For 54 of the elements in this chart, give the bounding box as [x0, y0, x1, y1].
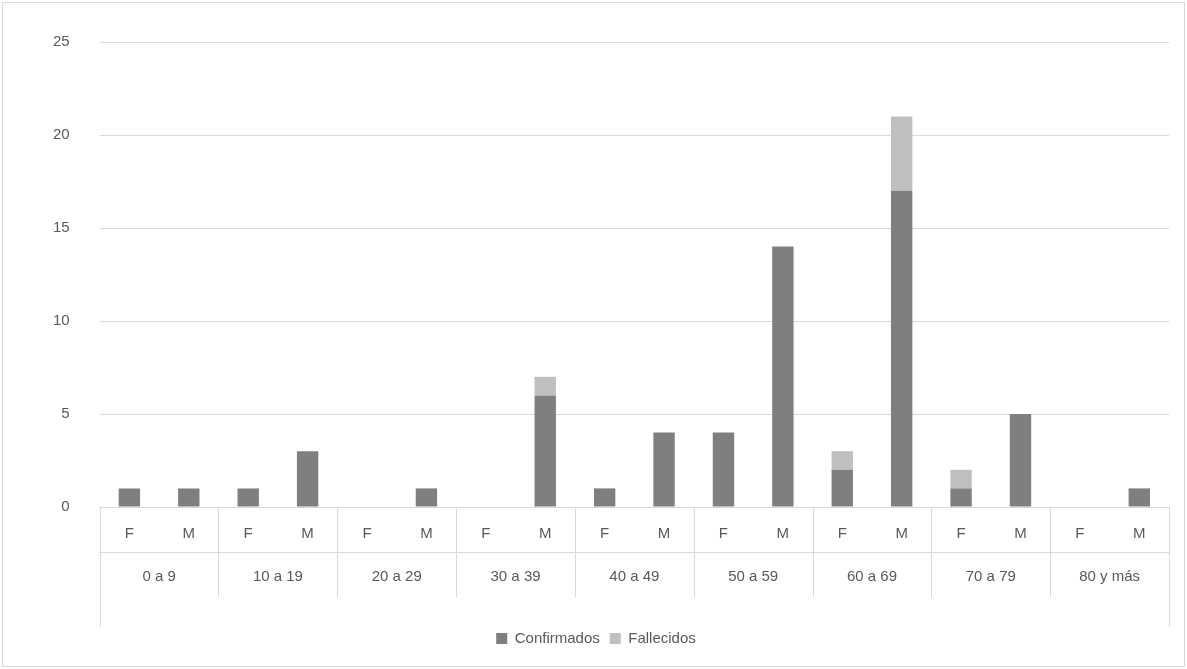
y-tick-label: 20 [53, 125, 70, 143]
text: 60 a 69 [846, 567, 897, 585]
legend-label: Confirmados [514, 628, 600, 646]
x-tick-label: F [718, 524, 729, 542]
y-tick-label: 15 [53, 218, 70, 236]
bar [415, 488, 438, 507]
x-tick-label: F [600, 524, 610, 542]
text: 10 a 19 [252, 567, 303, 585]
y-tick-label: 10 [53, 311, 70, 329]
bar [712, 432, 735, 507]
text: 70 a 79 [965, 567, 1016, 585]
y-tick-label: 25 [53, 32, 70, 50]
text: 80 y más [1079, 567, 1141, 585]
bar [237, 488, 259, 507]
x-tick-label: F [1075, 524, 1085, 542]
bar [772, 246, 794, 507]
bar [890, 116, 913, 191]
bar [534, 395, 556, 507]
y-tick-label: 5 [61, 404, 70, 422]
x-tick-label: M [301, 524, 314, 542]
text: 50 a 59 [728, 567, 779, 585]
bar [831, 451, 853, 470]
bar [296, 451, 319, 507]
x-tick-label: M [895, 524, 908, 542]
bar [534, 376, 556, 396]
text: 30 a 39 [490, 567, 541, 585]
text: 0 a 9 [142, 567, 176, 585]
bar [1009, 414, 1032, 507]
bar [890, 190, 913, 507]
x-tick-label: F [243, 524, 253, 542]
bar [118, 488, 141, 507]
x-tick-label: M [538, 524, 552, 542]
x-tick-label: M [420, 524, 433, 542]
x-tick-label: M [776, 524, 790, 542]
x-tick-label: M [1014, 524, 1027, 542]
bar [653, 432, 675, 507]
x-tick-label: F [124, 524, 134, 542]
x-tick-label: F [956, 524, 966, 542]
legend-label: Fallecidos [628, 628, 696, 646]
bar [950, 488, 972, 507]
x-tick-label: F [362, 524, 372, 542]
y-tick-label: 0 [61, 497, 70, 515]
x-tick-label: F [837, 524, 847, 542]
bar [1128, 488, 1150, 507]
x-tick-label: M [182, 524, 196, 542]
text: 40 a 49 [609, 567, 660, 585]
bar [831, 469, 853, 507]
text: 20 a 29 [371, 567, 422, 585]
x-tick-label: M [1133, 524, 1146, 542]
bar [950, 469, 972, 489]
bar [593, 488, 616, 507]
bar [178, 488, 200, 507]
x-tick-label: M [657, 524, 671, 542]
x-tick-label: F [481, 524, 491, 542]
